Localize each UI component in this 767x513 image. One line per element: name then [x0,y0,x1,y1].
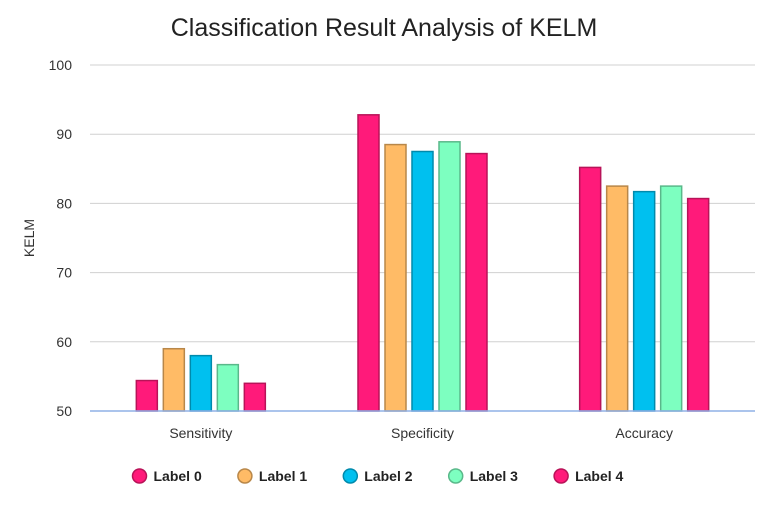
y-tick-label: 100 [49,57,73,73]
y-axis-ticks: 50 60 70 80 90 100 [49,57,73,419]
legend-item: Label 2 [342,468,413,484]
legend-marker [237,468,253,484]
legend-label: Label 0 [154,468,202,484]
y-tick-label: 80 [56,195,72,211]
y-tick-label: 60 [56,334,72,350]
legend-marker [342,468,359,484]
legend-item: Label 4 [553,468,624,484]
x-category-label: Specificity [391,425,454,441]
x-axis-categories: Sensitivity Specificity Accuracy [169,425,673,441]
legend-label: Label 1 [259,468,307,484]
chart-title: Classification Result Analysis of KELM [171,14,598,42]
bar-label-0-sensitivity [135,379,159,412]
y-tick-label: 50 [56,403,72,419]
bar-label-3-accuracy [659,185,683,412]
bar-label-1-accuracy [605,185,629,412]
bar-label-2-sensitivity [189,354,213,412]
bar-label-2-specificity [411,150,434,412]
y-tick-label: 90 [56,126,72,142]
bar-label-1-sensitivity [162,347,186,412]
legend-marker [447,468,464,484]
legend-marker [553,468,569,484]
bar-label-3-specificity [438,141,461,412]
bar-label-0-specificity [357,114,380,412]
bar-label-3-sensitivity [216,363,240,412]
bars [135,114,710,412]
bar-label-4-specificity [465,152,488,412]
bar-label-1-specificity [384,143,407,412]
legend-item: Label 1 [237,468,307,484]
legend-label: Label 3 [470,468,518,484]
legend-item: Label 0 [131,468,202,484]
legend-label: Label 4 [575,468,623,484]
legend-marker [131,468,148,484]
bar-label-4-sensitivity [243,382,267,412]
y-axis-label: KELM [21,219,37,257]
legend-label: Label 2 [364,468,412,484]
y-tick-label: 70 [56,265,72,281]
bar-label-2-accuracy [632,190,656,412]
legend: Label 0 Label 1 Label 2 Label 3 Label 4 [131,468,624,484]
bar-label-0-accuracy [578,166,602,412]
legend-item: Label 3 [447,468,518,484]
x-category-label: Accuracy [615,425,673,441]
x-category-label: Sensitivity [169,425,232,441]
bar-label-4-accuracy [686,197,710,412]
